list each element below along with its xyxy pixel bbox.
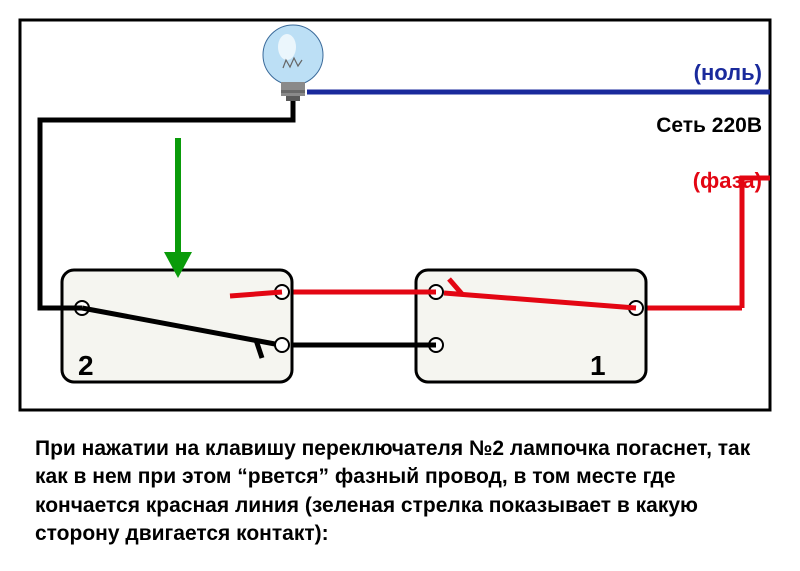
switch-1-body bbox=[416, 270, 646, 382]
label-switch-1: 1 bbox=[590, 350, 606, 382]
caption-text: При нажатии на клавишу переключателя №2 … bbox=[35, 435, 765, 548]
sw2-terminal-bottom bbox=[275, 338, 289, 352]
wire-phase-incoming bbox=[742, 178, 770, 308]
label-voltage: Сеть 220В bbox=[656, 114, 762, 138]
label-neutral: (ноль) bbox=[694, 60, 762, 86]
label-phase: (фаза) bbox=[693, 168, 762, 194]
label-switch-2: 2 bbox=[78, 350, 94, 382]
